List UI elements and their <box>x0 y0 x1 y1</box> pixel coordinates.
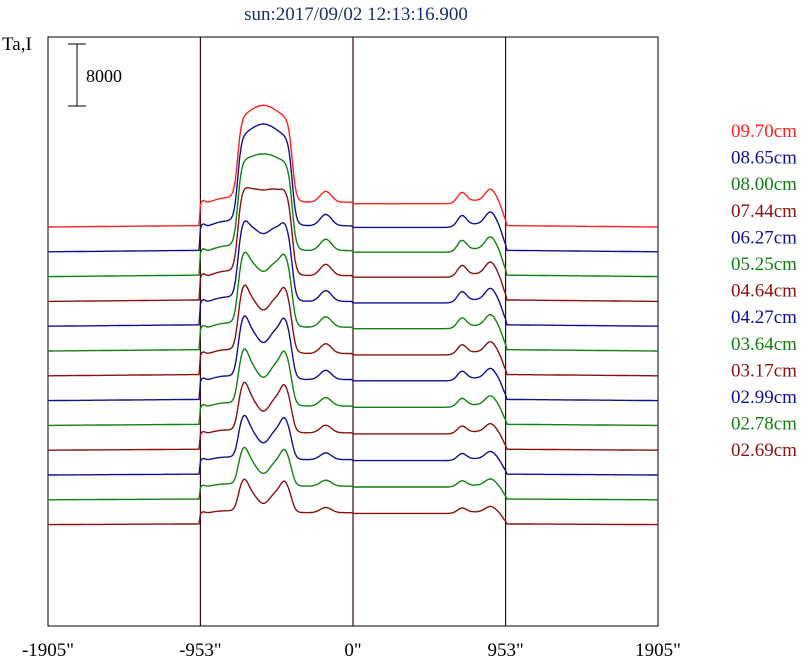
series-line-02.69cm <box>48 478 658 526</box>
legend-entry: 06.27cm <box>731 227 797 248</box>
series-line-05.25cm <box>48 251 658 352</box>
legend-entry: 03.17cm <box>731 360 797 381</box>
legend-entry: 02.99cm <box>731 387 797 408</box>
series-line-08.65cm <box>48 123 658 253</box>
legend-entry: 04.64cm <box>731 281 797 302</box>
y-axis-label: Ta,I <box>2 34 32 55</box>
legend-entry: 08.00cm <box>731 174 797 195</box>
scale-bar-label: 8000 <box>86 66 122 86</box>
legend: 09.70cm 08.65cm 08.00cm 07.44cm 06.27cm 05.25… <box>731 121 797 461</box>
x-tick-labels: -1905" -953" 0" 953" 1905" <box>22 640 681 661</box>
legend-entry: 02.78cm <box>731 414 797 435</box>
x-tick-label: 953" <box>487 640 523 661</box>
legend-entry: 04.27cm <box>731 307 797 328</box>
series-line-02.78cm <box>48 446 658 501</box>
series-line-08.00cm <box>48 153 658 278</box>
legend-entry: 02.69cm <box>731 440 797 461</box>
series-line-09.70cm <box>48 104 658 228</box>
series-line-03.17cm <box>48 381 658 451</box>
legend-entry: 07.44cm <box>731 201 797 222</box>
series-line-07.44cm <box>48 186 658 303</box>
series-line-02.99cm <box>48 414 658 476</box>
series-lines <box>48 104 658 526</box>
scale-bar: 8000 <box>68 43 122 107</box>
x-tick-label: -1905" <box>22 640 74 661</box>
x-tick-label: 0" <box>344 640 361 661</box>
chart-title: sun:2017/09/02 12:13:16.900 <box>244 4 468 25</box>
vertical-reference-lines <box>199 37 507 626</box>
legend-entry: 08.65cm <box>731 148 797 169</box>
series-line-04.27cm <box>48 315 658 402</box>
legend-entry: 03.64cm <box>731 334 797 355</box>
x-tick-label: -953" <box>179 640 222 661</box>
series-line-03.64cm <box>48 348 658 427</box>
legend-entry: 05.25cm <box>731 254 797 275</box>
series-line-06.27cm <box>48 220 658 327</box>
series-line-04.64cm <box>48 284 658 377</box>
x-tick-label: 1905" <box>635 640 681 661</box>
legend-entry: 09.70cm <box>731 121 797 142</box>
